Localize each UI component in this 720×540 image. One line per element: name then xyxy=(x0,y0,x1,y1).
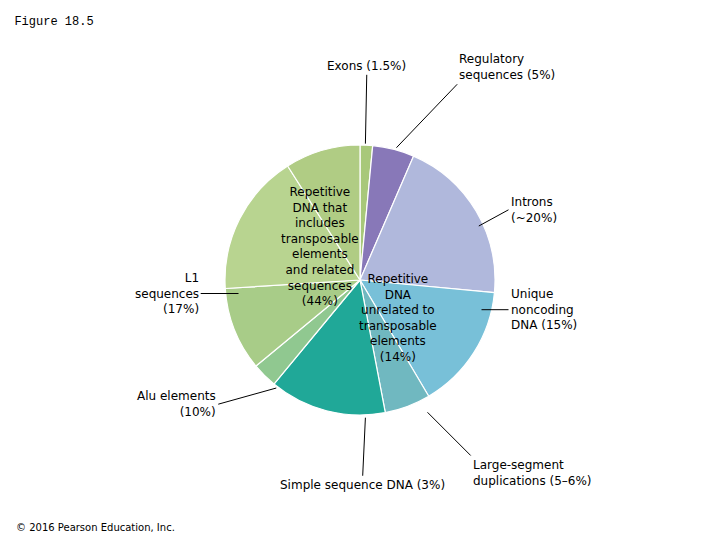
svg-text:UniquenoncodingDNA (15%): UniquenoncodingDNA (15%) xyxy=(511,287,577,332)
svg-text:Alu elements(10%): Alu elements(10%) xyxy=(137,389,216,419)
svg-text:Regulatorysequences (5%): Regulatorysequences (5%) xyxy=(459,52,555,82)
svg-text:Simple sequence DNA (3%): Simple sequence DNA (3%) xyxy=(280,478,445,492)
svg-text:RepetitiveDNA thatincludestran: RepetitiveDNA thatincludestransposableel… xyxy=(281,185,359,308)
svg-text:Figure 18.5: Figure 18.5 xyxy=(14,15,93,29)
svg-text:RepetitiveDNAunrelated totrans: RepetitiveDNAunrelated totransposableele… xyxy=(359,272,437,364)
svg-text:Exons (1.5%): Exons (1.5%) xyxy=(327,59,406,73)
svg-text:Introns(~20%): Introns(~20%) xyxy=(511,195,557,225)
svg-text:Large-segmentduplications (5–6: Large-segmentduplications (5–6%) xyxy=(473,458,592,488)
svg-text:L1sequences(17%): L1sequences(17%) xyxy=(135,271,199,316)
svg-text:© 2016 Pearson Education, Inc.: © 2016 Pearson Education, Inc. xyxy=(16,522,175,533)
